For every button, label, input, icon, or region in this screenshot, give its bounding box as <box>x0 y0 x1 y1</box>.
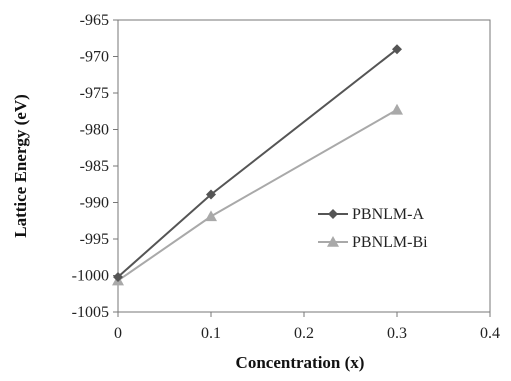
x-tick-label: 0.3 <box>387 325 407 342</box>
y-tick-label: -980 <box>80 122 109 139</box>
series-pbnlm-bi <box>112 103 403 286</box>
y-tick-label: -1005 <box>72 304 109 321</box>
y-tick-label: -975 <box>80 85 109 102</box>
data-point <box>392 44 402 55</box>
x-tick-label: 0.4 <box>480 325 500 342</box>
legend-label: PBNLM-Bi <box>352 234 428 251</box>
data-point <box>206 189 216 200</box>
y-tick-label: -1000 <box>72 268 109 285</box>
y-tick-label: -965 <box>80 12 109 29</box>
legend: PBNLM-A PBNLM-Bi <box>318 206 428 251</box>
plot-area <box>117 19 491 313</box>
y-tick-label: -985 <box>80 158 109 175</box>
legend-label: PBNLM-A <box>352 206 424 223</box>
series-pbnlm-a <box>113 44 402 282</box>
data-point <box>391 103 403 115</box>
y-tick-label: -995 <box>80 231 109 248</box>
x-tick-labels: 0 0.1 0.2 0.3 0.4 <box>114 312 500 342</box>
series-layer <box>112 44 403 286</box>
legend-marker <box>328 209 338 219</box>
y-tick-label: -990 <box>80 195 109 212</box>
data-point <box>113 271 123 282</box>
data-point <box>205 210 217 222</box>
x-tick-label: 0 <box>114 325 122 342</box>
legend-marker <box>327 236 339 247</box>
x-tick-label: 0.1 <box>201 325 221 342</box>
y-axis-title: Lattice Energy (eV) <box>11 94 30 238</box>
x-tick-label: 0.2 <box>294 325 314 342</box>
x-axis-title: Concentration (x) <box>236 353 365 372</box>
y-tick-label: -970 <box>80 49 109 66</box>
y-tick-labels: -965 -970 -975 -980 -985 -990 -995 -1000 -1005 <box>72 12 118 321</box>
